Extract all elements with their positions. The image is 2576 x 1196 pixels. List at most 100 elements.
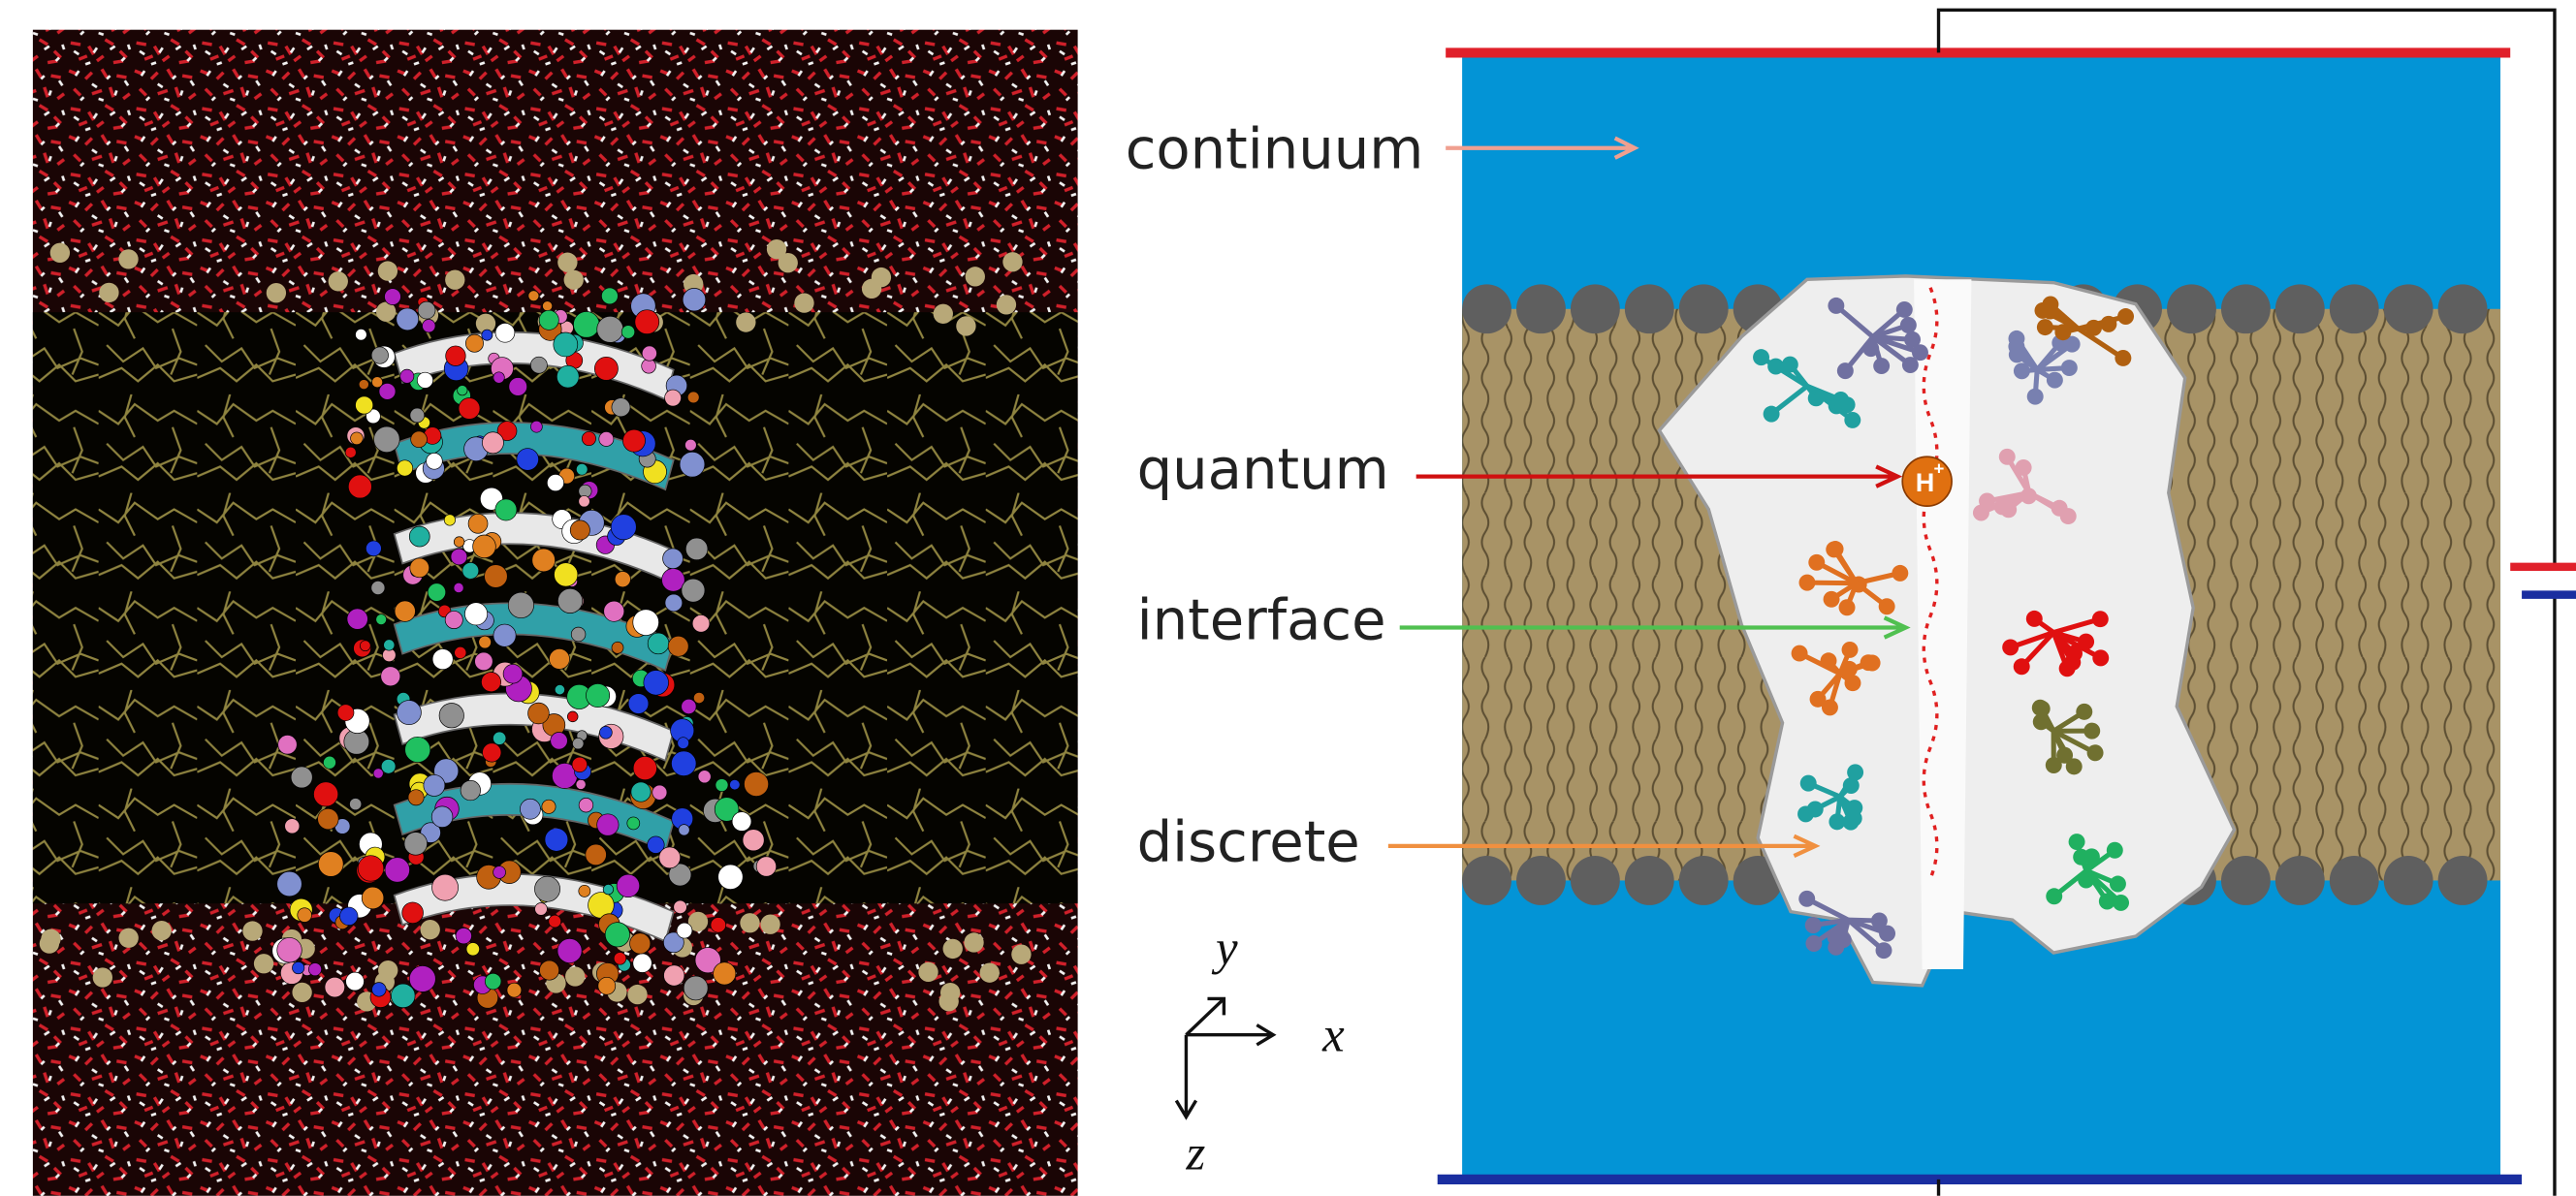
atom (671, 751, 696, 776)
head (2438, 856, 2488, 905)
atom (630, 933, 651, 954)
head (2275, 284, 2325, 333)
bead (779, 253, 798, 272)
atom (627, 817, 640, 830)
atom (586, 844, 607, 866)
atom (579, 495, 590, 507)
atom (385, 289, 401, 305)
atom (611, 515, 636, 540)
atom (684, 976, 708, 1000)
bead (918, 962, 938, 982)
atom (680, 452, 705, 477)
axis-label: z (1185, 1126, 1205, 1180)
atom (1896, 301, 1913, 318)
atom (371, 347, 388, 363)
atom (716, 779, 728, 792)
atom (594, 357, 618, 380)
atom (374, 426, 400, 453)
atom (2059, 660, 2076, 677)
atom (601, 288, 618, 304)
atom (464, 603, 487, 625)
head (2275, 856, 2325, 905)
atom (428, 583, 446, 602)
bead (943, 939, 963, 959)
head (1625, 284, 1674, 333)
head (2167, 284, 2216, 333)
bead (966, 267, 985, 286)
atom (549, 648, 569, 669)
atom (446, 346, 466, 366)
atom (579, 885, 590, 897)
bead (93, 967, 112, 987)
atom (744, 771, 768, 796)
atom (665, 594, 683, 612)
atom (431, 806, 453, 828)
atom (277, 871, 302, 897)
atom (633, 756, 656, 779)
atom (628, 694, 649, 714)
atom (313, 782, 337, 806)
atom (2014, 658, 2030, 675)
atom (2066, 758, 2083, 774)
atom (485, 565, 508, 588)
atom (687, 392, 699, 403)
bead (565, 966, 585, 986)
atom (621, 326, 635, 339)
atom (1828, 298, 1844, 314)
atom (1832, 392, 1849, 408)
atom (732, 812, 751, 832)
head (1679, 284, 1729, 333)
atom (2117, 308, 2134, 325)
atom (509, 378, 527, 396)
atom (483, 743, 501, 762)
atom (475, 652, 493, 671)
atom (582, 431, 595, 445)
atom (318, 852, 343, 877)
atom (677, 923, 692, 938)
atom (547, 474, 563, 490)
atom (411, 431, 428, 448)
atom (495, 323, 515, 342)
atom (2020, 488, 2037, 504)
bead (118, 928, 138, 948)
atom (528, 703, 550, 724)
atom (391, 984, 415, 1008)
atom (427, 453, 443, 469)
atom (545, 828, 568, 851)
atom (1797, 805, 1814, 822)
atom (362, 887, 384, 909)
atom (2060, 508, 2077, 524)
atom (277, 937, 302, 962)
atom (451, 549, 467, 565)
atom (2078, 634, 2094, 650)
atom (579, 798, 593, 812)
atom (372, 983, 387, 997)
atom (549, 915, 561, 928)
atom (530, 421, 542, 432)
atom (542, 301, 552, 311)
atom (1845, 675, 1861, 691)
atom (605, 923, 629, 947)
atom (679, 825, 689, 835)
atom (2042, 303, 2058, 320)
atom (604, 601, 624, 621)
atom (1824, 591, 1840, 608)
atom (292, 961, 303, 973)
bead (736, 312, 755, 331)
atom (400, 369, 414, 383)
atom (366, 541, 381, 556)
atom (479, 636, 492, 648)
atom (599, 431, 614, 446)
head (2330, 284, 2379, 333)
atom (665, 390, 682, 406)
atom (1979, 492, 1995, 509)
atom (539, 960, 558, 980)
atom (612, 642, 623, 653)
atom (409, 526, 429, 547)
atom (662, 569, 685, 592)
head (2384, 284, 2433, 333)
bead (980, 963, 1000, 983)
atom (2008, 338, 2024, 355)
bead (254, 954, 273, 973)
atom (570, 520, 589, 540)
